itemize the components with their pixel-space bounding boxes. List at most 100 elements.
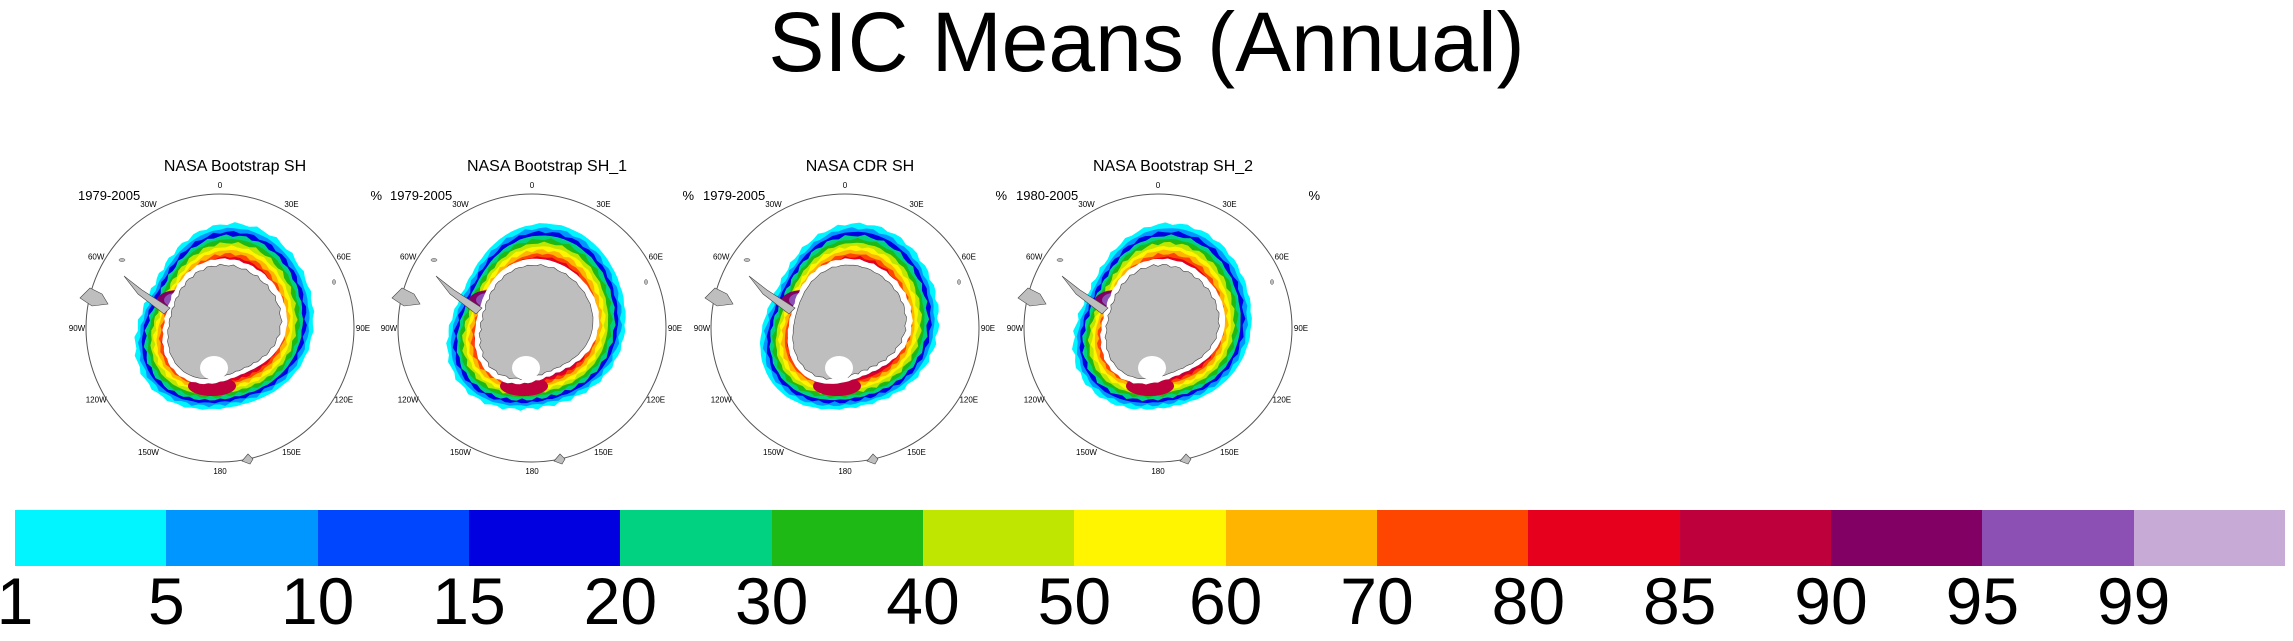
longitude-label: 180	[1151, 467, 1165, 476]
ross-ice-shelf	[825, 356, 853, 380]
longitude-label: 60E	[337, 253, 351, 262]
longitude-label: 60W	[88, 253, 105, 262]
antarctic-peninsula	[435, 275, 483, 315]
longitude-label: 150W	[763, 448, 784, 457]
colorbar-swatch	[1528, 510, 1680, 566]
panel-title: NASA Bootstrap SH_1	[466, 158, 628, 175]
longitude-label: 180	[213, 467, 227, 476]
colorbar	[15, 510, 2285, 566]
island	[644, 279, 648, 285]
colorbar-tick-label: 50	[1037, 564, 1112, 638]
south-america-land	[704, 287, 734, 307]
longitude-label: 180	[838, 467, 852, 476]
panel-unit: %	[682, 188, 694, 203]
colorbar-swatch	[166, 510, 318, 566]
longitude-label: 150W	[1076, 448, 1097, 457]
colorbar-swatch	[1830, 510, 1983, 566]
colorbar-swatch	[468, 510, 621, 566]
colorbar-tick-label: 10	[280, 564, 355, 638]
longitude-label: 30E	[284, 200, 298, 209]
colorbar-tick-label: 40	[886, 564, 960, 638]
panel-title: NASA Bootstrap SH	[163, 158, 307, 175]
longitude-label: 90E	[668, 324, 682, 333]
ross-ice-shelf	[512, 356, 540, 380]
longitude-label: 120E	[646, 396, 665, 405]
colorbar-tick-label: 20	[583, 564, 658, 638]
panel-unit: %	[1308, 188, 1320, 203]
longitude-label: 60E	[1275, 253, 1289, 262]
panel-years: 1979-2005	[703, 188, 766, 203]
colorbar-swatch	[1982, 510, 2134, 566]
colorbar-tick-label: 5	[147, 564, 185, 638]
longitude-label: 30W	[765, 200, 782, 209]
map-panel-nasa-cdr-sh: NASA CDR SH 1979-2005 % 0 30E 60E 90E 120E 15…	[694, 150, 1015, 480]
map-panel-nasa-bootstrap-sh-1: NASA Bootstrap SH_1 1979-2005 % 0 30E 60E 9…	[381, 150, 702, 480]
panel-title: NASA CDR SH	[805, 158, 915, 175]
colorbar-swatch	[620, 510, 772, 566]
longitude-label: 150W	[450, 448, 471, 457]
colorbar-tick-label: 80	[1491, 564, 1566, 638]
island	[1270, 279, 1274, 285]
colorbar-tick-label: 30	[734, 564, 809, 638]
longitude-label: 150E	[282, 448, 301, 457]
island	[118, 258, 126, 262]
longitude-label: 120E	[334, 396, 353, 405]
longitude-label: 60E	[649, 253, 663, 262]
longitude-label: 150E	[1220, 448, 1239, 457]
panel-title: NASA Bootstrap SH_2	[1092, 158, 1254, 175]
antarctic-peninsula	[748, 275, 796, 315]
colorbar-swatch	[1074, 510, 1226, 566]
panel-years: 1980-2005	[1016, 188, 1079, 203]
longitude-label: 180	[525, 467, 539, 476]
colorbar-tick-label: 60	[1188, 564, 1263, 638]
polar-map: 0 30E 60E 90E 120E 150E 180 150W 120W 90W 60W 30W	[1007, 181, 1308, 476]
longitude-label: 0	[1156, 181, 1161, 190]
longitude-label: 120E	[1272, 396, 1291, 405]
antarctic-peninsula	[1061, 275, 1109, 315]
island	[430, 258, 438, 262]
longitude-label: 150W	[138, 448, 159, 457]
ross-ice-shelf	[1138, 356, 1166, 380]
new-zealand-land	[866, 453, 879, 465]
colorbar-tick-label: 90	[1794, 564, 1868, 638]
longitude-label: 0	[530, 181, 535, 190]
longitude-label: 0	[218, 181, 223, 190]
longitude-label: 60W	[1026, 253, 1043, 262]
new-zealand-land	[553, 453, 566, 465]
longitude-label: 120W	[398, 396, 419, 405]
polar-map: 0 30E 60E 90E 120E 150E 180 150W 120W 90W 60W 30W	[381, 181, 682, 476]
panel-years: 1979-2005	[78, 188, 141, 203]
ross-ice-shelf	[200, 356, 228, 380]
island	[743, 258, 751, 262]
island	[957, 279, 961, 285]
longitude-label: 90E	[1294, 324, 1308, 333]
longitude-label: 90E	[981, 324, 995, 333]
colorbar-swatch	[771, 510, 923, 566]
longitude-label: 90W	[694, 324, 711, 333]
colorbar-swatch	[1679, 510, 1831, 566]
longitude-label: 30E	[1222, 200, 1236, 209]
colorbar-swatch	[922, 510, 1075, 566]
colorbar-tick-label: 70	[1340, 564, 1414, 638]
colorbar-swatch	[15, 510, 167, 566]
longitude-label: 30W	[1078, 200, 1095, 209]
colorbar-swatch	[1376, 510, 1529, 566]
new-zealand-land	[241, 453, 254, 465]
longitude-label: 0	[843, 181, 848, 190]
panel-years: 1979-2005	[390, 188, 453, 203]
longitude-label: 90E	[356, 324, 370, 333]
longitude-label: 30W	[452, 200, 469, 209]
colorbar-tick-label: 99	[2096, 564, 2171, 638]
longitude-label: 90W	[69, 324, 86, 333]
polar-map: 0 30E 60E 90E 120E 150E 180 150W 120W 90W 60W 30W	[694, 181, 995, 476]
longitude-label: 60W	[713, 253, 730, 262]
colorbar-swatch	[317, 510, 469, 566]
polar-map: 0 30E 60E 90E 120E 150E 180 150W 120W 90W 60W 30W	[69, 181, 370, 476]
longitude-label: 90W	[381, 324, 398, 333]
panel-unit: %	[370, 188, 382, 203]
longitude-label: 30W	[140, 200, 157, 209]
south-america-land	[1017, 287, 1047, 307]
colorbar-tick-label: 15	[432, 564, 506, 638]
map-panel-nasa-bootstrap-sh-2: NASA Bootstrap SH_2 1980-2005 % 0 30E 60E 9…	[1007, 150, 1328, 480]
longitude-label: 150E	[594, 448, 613, 457]
